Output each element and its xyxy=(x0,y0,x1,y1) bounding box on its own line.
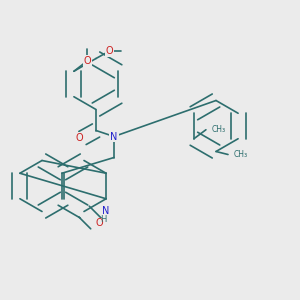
Text: N: N xyxy=(102,206,110,216)
Text: O: O xyxy=(95,218,103,229)
Text: O: O xyxy=(106,46,113,56)
Text: CH₃: CH₃ xyxy=(233,150,248,159)
Text: N: N xyxy=(110,131,118,142)
Text: H: H xyxy=(100,215,106,224)
Text: CH₃: CH₃ xyxy=(211,125,225,134)
Text: O: O xyxy=(84,56,91,66)
Text: O: O xyxy=(76,133,83,143)
